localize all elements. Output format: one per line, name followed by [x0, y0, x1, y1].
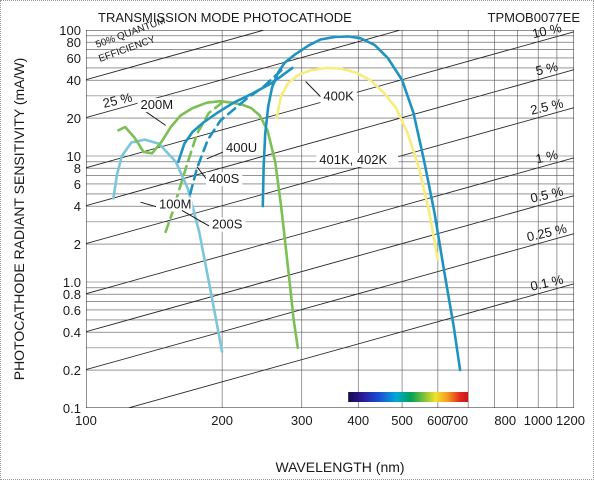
series-label: 400S: [209, 171, 240, 186]
y-tick-label: 40: [67, 73, 81, 88]
y-tick-label: 10: [67, 149, 81, 164]
qe-label: 2.5 %: [529, 95, 565, 117]
y-tick-label: 0.4: [63, 325, 81, 340]
series-label: 100M: [159, 197, 192, 212]
qe-label: 25 %: [101, 89, 134, 110]
x-tick-label: 800: [494, 413, 516, 428]
chart-figure-code: TPMOB0077EE: [488, 10, 581, 25]
series-label: 401K, 402K: [319, 152, 387, 167]
y-tick-label: 20: [67, 111, 81, 126]
series-label: 400U: [226, 140, 257, 155]
qe-label: 0.5 %: [529, 183, 565, 205]
y-tick-label: 2: [74, 237, 81, 252]
y-tick-label: 4: [74, 199, 81, 214]
qe-line: [86, 284, 574, 420]
series-label: 400K: [323, 89, 354, 104]
series-label: 200M: [141, 97, 174, 112]
series-line-200m: [119, 101, 298, 348]
y-tick-label: 100: [59, 23, 81, 38]
x-tick-label: 300: [291, 413, 313, 428]
y-axis-label: PHOTOCATHODE RADIANT SENSITIVITY (mA/W): [11, 58, 27, 381]
x-axis-label: WAVELENGTH (nm): [275, 459, 404, 475]
x-tick-label: 1200: [556, 413, 585, 428]
y-tick-label: 1.0: [63, 275, 81, 290]
y-tick-label: 60: [67, 51, 81, 66]
qe-line: [86, 158, 574, 294]
x-tick-label: 1000: [524, 413, 553, 428]
qe-line: [86, 196, 574, 332]
visible-spectrum-band: [348, 392, 468, 402]
x-tick-label: 500: [391, 413, 413, 428]
x-tick-label: 200: [211, 413, 233, 428]
x-tick-label: 700: [446, 413, 468, 428]
qe-label: 0.1 %: [529, 272, 565, 294]
series-label: 200S: [212, 217, 243, 232]
y-tick-label: 0.1: [63, 401, 81, 416]
plot-border: [86, 30, 574, 408]
x-tick-label: 400: [347, 413, 369, 428]
y-tick-label: 0.6: [63, 303, 81, 318]
chart-title: TRANSMISSION MODE PHOTOCATHODE: [98, 10, 352, 25]
y-tick-label: 6: [74, 177, 81, 192]
y-tick-label: 0.2: [63, 363, 81, 378]
